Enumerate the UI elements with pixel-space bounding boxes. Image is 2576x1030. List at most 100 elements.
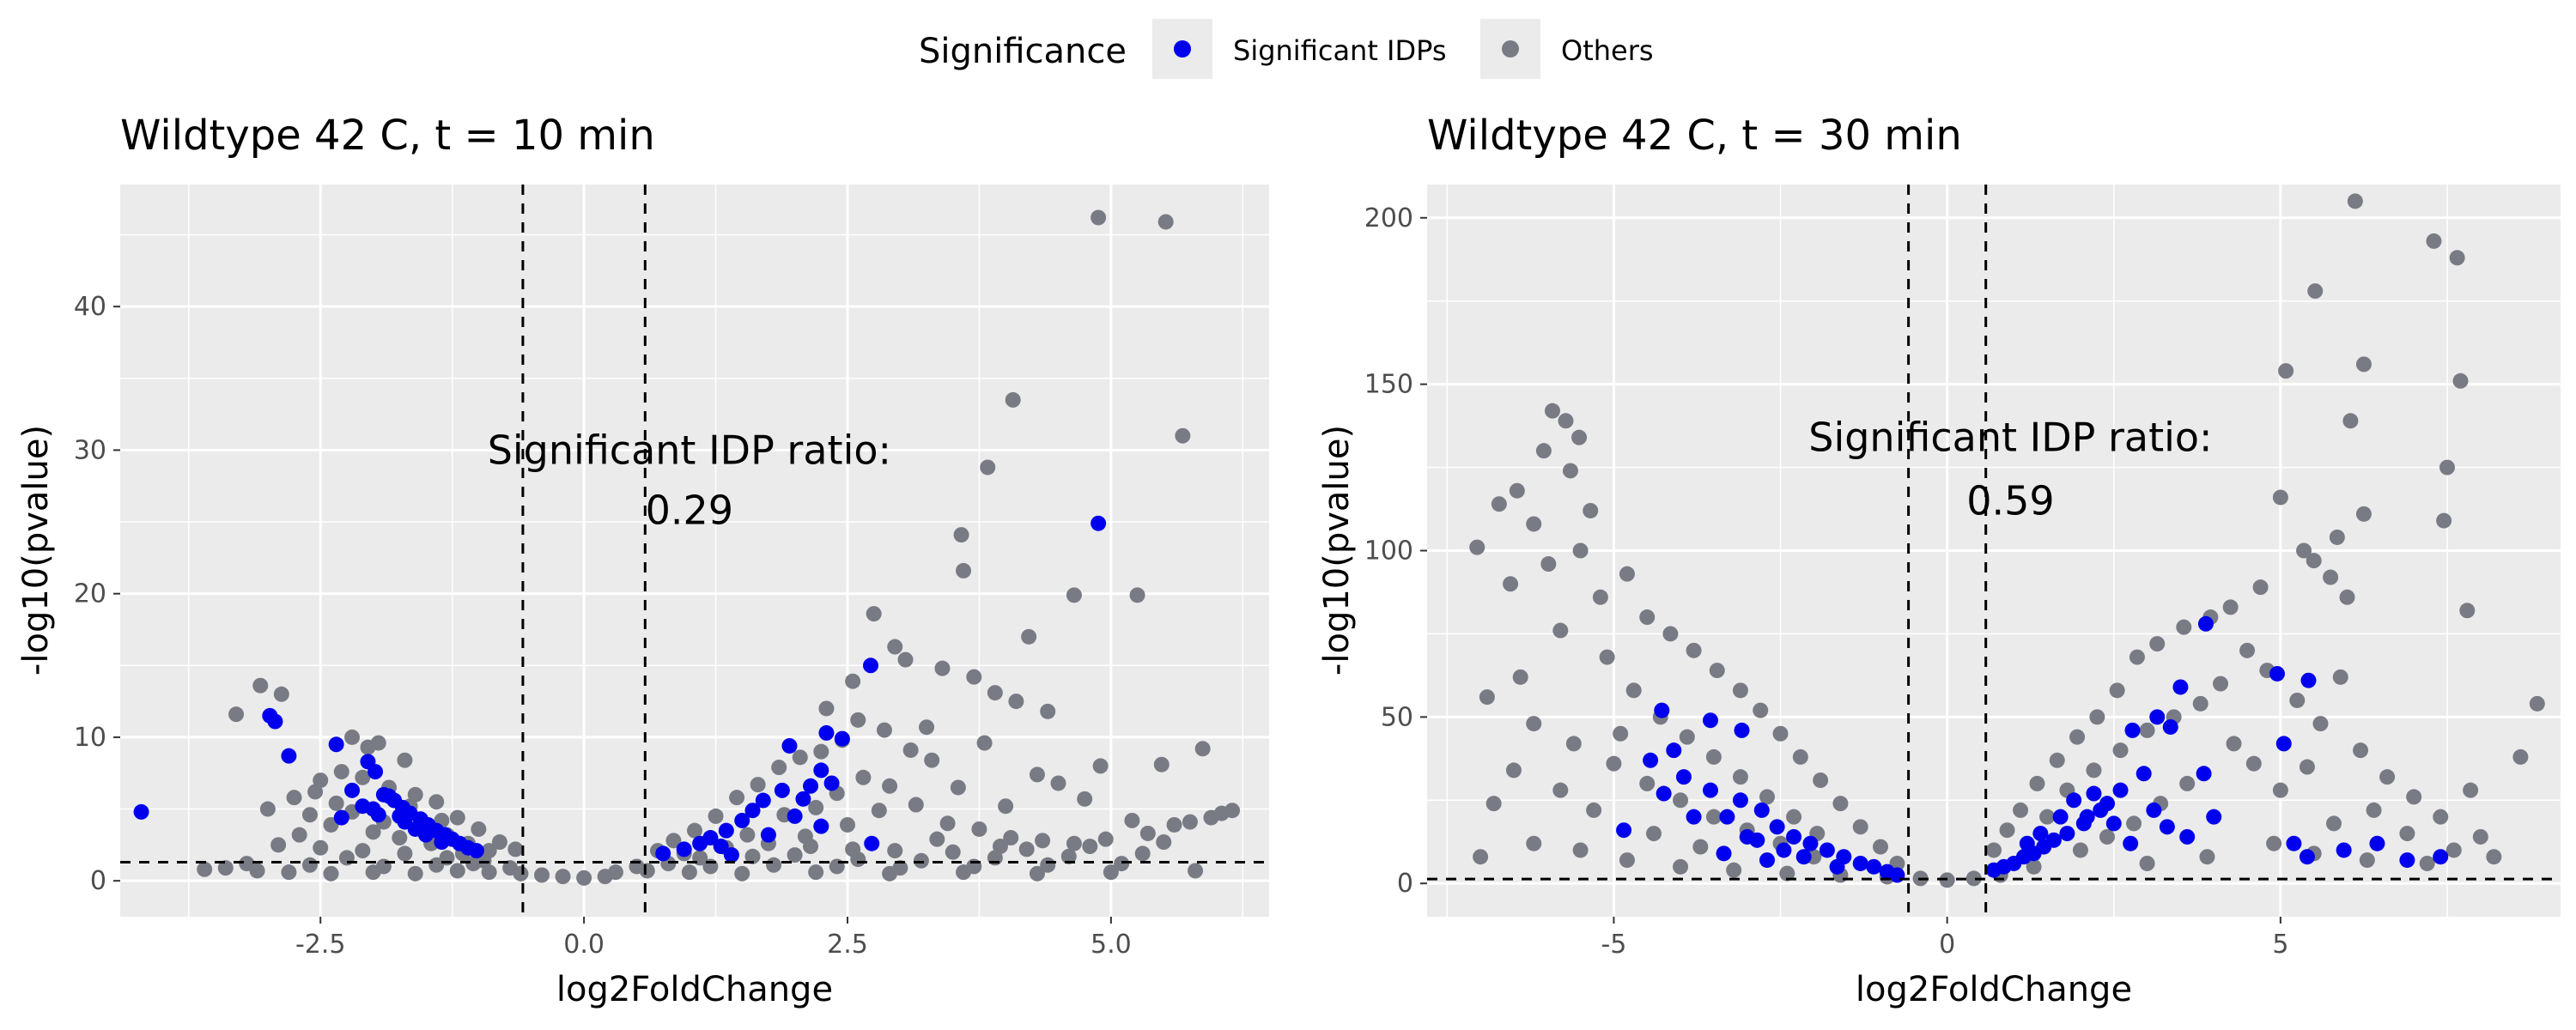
point-other xyxy=(1832,796,1849,812)
point-significant xyxy=(2124,722,2141,738)
x-tick-label: -5 xyxy=(1601,930,1626,960)
point-significant xyxy=(1734,722,1750,738)
point-other xyxy=(687,822,702,839)
points-others-30min xyxy=(1469,193,2545,888)
point-other xyxy=(1592,589,1608,605)
point-other xyxy=(2472,828,2488,845)
point-other xyxy=(803,839,819,855)
point-other xyxy=(273,686,289,702)
point-other xyxy=(2289,692,2306,708)
legend-title: Significance xyxy=(919,32,1127,71)
point-other xyxy=(471,821,487,837)
point-other xyxy=(876,722,892,738)
point-significant xyxy=(344,782,361,798)
point-significant xyxy=(267,713,283,730)
point-other xyxy=(2026,858,2042,875)
point-other xyxy=(2339,589,2355,605)
point-other xyxy=(1705,809,1722,825)
points-significant-30min xyxy=(1616,615,2449,883)
point-other xyxy=(449,809,465,826)
point-other xyxy=(2512,748,2529,765)
point-other xyxy=(1662,626,1679,642)
point-other xyxy=(2366,802,2382,818)
point-other xyxy=(855,769,872,785)
point-other xyxy=(998,798,1014,815)
point-other xyxy=(1673,792,1689,809)
point-other xyxy=(787,847,803,863)
point-other xyxy=(1619,566,1635,582)
point-other xyxy=(333,764,349,780)
point-other xyxy=(2359,852,2375,869)
point-significant xyxy=(862,657,878,674)
point-other xyxy=(370,735,386,751)
point-significant xyxy=(1889,867,1905,883)
point-other xyxy=(1005,391,1021,408)
point-other xyxy=(2179,775,2196,791)
point-other xyxy=(976,735,993,751)
point-other xyxy=(887,639,903,655)
points-significant-10min xyxy=(133,515,1107,863)
point-other xyxy=(708,808,724,824)
point-significant xyxy=(1829,858,1845,875)
point-significant xyxy=(760,827,776,843)
plot-background-10min xyxy=(120,185,1269,917)
y-axis-title-30min: -log10(pvalue) xyxy=(1317,425,1357,676)
y-tick-label: 40 xyxy=(74,292,106,322)
point-significant xyxy=(368,764,384,780)
point-significant xyxy=(417,827,434,843)
point-other xyxy=(924,752,940,768)
point-other xyxy=(1625,682,1642,699)
point-significant xyxy=(1802,835,1819,851)
point-other xyxy=(597,869,613,885)
point-other xyxy=(980,459,996,476)
point-other xyxy=(1873,839,1888,855)
point-other xyxy=(1639,775,1656,791)
point-other xyxy=(2452,373,2469,389)
x-ticks-30min: -5 0 5 xyxy=(1601,917,2288,960)
point-other xyxy=(1003,830,1019,846)
point-other xyxy=(1686,642,1702,658)
point-other xyxy=(1035,833,1051,849)
point-other xyxy=(1479,689,1495,706)
point-other xyxy=(2353,742,2369,759)
point-other xyxy=(307,784,324,800)
point-other xyxy=(259,801,276,817)
point-other xyxy=(481,864,497,881)
point-other xyxy=(217,860,234,876)
point-other xyxy=(2278,363,2294,379)
point-other xyxy=(1759,789,1775,805)
point-significant xyxy=(1703,712,1718,729)
point-other xyxy=(1540,556,1557,573)
point-other xyxy=(1503,576,1519,592)
chart-title-30min: Wildtype 42 C, t = 30 min xyxy=(1427,112,1962,160)
point-other xyxy=(2139,855,2155,871)
points-others-10min xyxy=(197,209,1241,886)
point-other xyxy=(2109,682,2125,699)
point-significant xyxy=(2433,849,2449,865)
point-other xyxy=(1029,865,1045,882)
x-tick-label: 0.0 xyxy=(563,930,605,960)
point-other xyxy=(966,669,982,685)
chart-panel-30min: Wildtype 42 C, t = 30 min -5 0 5 0 50 100 150… xyxy=(1317,112,2561,1009)
point-other xyxy=(771,760,787,776)
point-other xyxy=(2459,603,2476,619)
point-other xyxy=(239,856,255,872)
point-significant xyxy=(676,841,692,857)
point-other xyxy=(1156,834,1172,851)
point-other xyxy=(1509,482,1525,499)
point-other xyxy=(1077,791,1093,807)
point-other xyxy=(1008,694,1024,710)
point-other xyxy=(939,815,956,832)
point-other xyxy=(739,827,756,843)
point-other xyxy=(1182,814,1198,830)
point-other xyxy=(845,673,861,689)
y-tick-label: 150 xyxy=(1364,370,1413,400)
point-significant xyxy=(1739,828,1755,845)
point-other xyxy=(281,864,297,881)
point-other xyxy=(2226,736,2242,752)
point-significant xyxy=(381,788,398,804)
point-significant xyxy=(713,839,729,855)
point-other xyxy=(1097,831,1114,847)
point-other xyxy=(908,797,924,813)
point-other xyxy=(1772,725,1789,742)
